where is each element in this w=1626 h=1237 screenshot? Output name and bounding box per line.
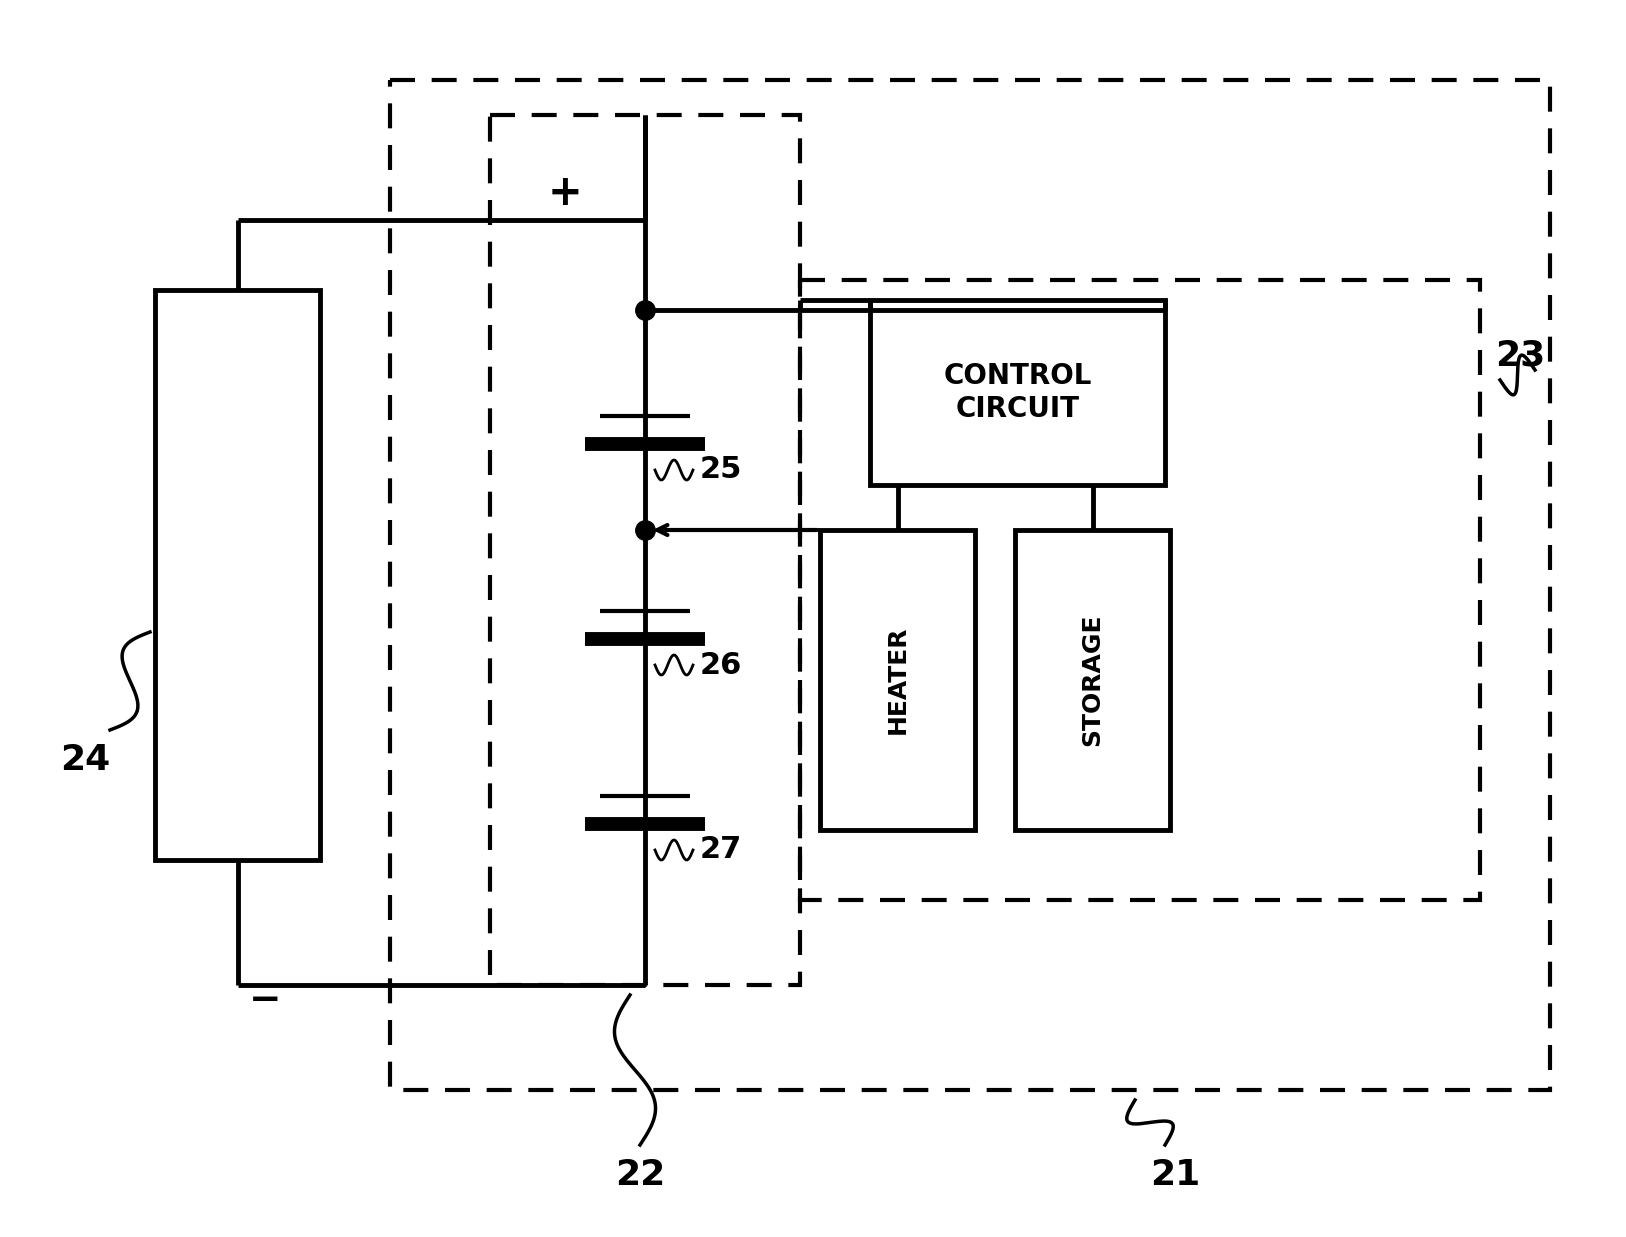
Bar (154, 289, 320, 860)
Bar (1015, 529, 1171, 830)
Bar (489, 115, 800, 985)
Text: CONTROL
CIRCUIT: CONTROL CIRCUIT (943, 362, 1091, 423)
Bar (800, 280, 1480, 901)
Text: 26: 26 (701, 651, 743, 679)
Text: 25: 25 (701, 455, 743, 485)
Text: HEATER: HEATER (886, 626, 909, 735)
Text: +: + (548, 172, 582, 214)
Text: STORAGE: STORAGE (1081, 614, 1104, 746)
Text: 22: 22 (615, 1158, 665, 1192)
Bar (820, 529, 976, 830)
Bar (870, 301, 1164, 485)
Text: 27: 27 (701, 835, 741, 865)
Text: −: − (249, 981, 281, 1019)
Text: 24: 24 (60, 743, 111, 777)
Text: 23: 23 (1494, 338, 1545, 372)
Bar (390, 80, 1550, 1090)
Text: 21: 21 (1150, 1158, 1200, 1192)
